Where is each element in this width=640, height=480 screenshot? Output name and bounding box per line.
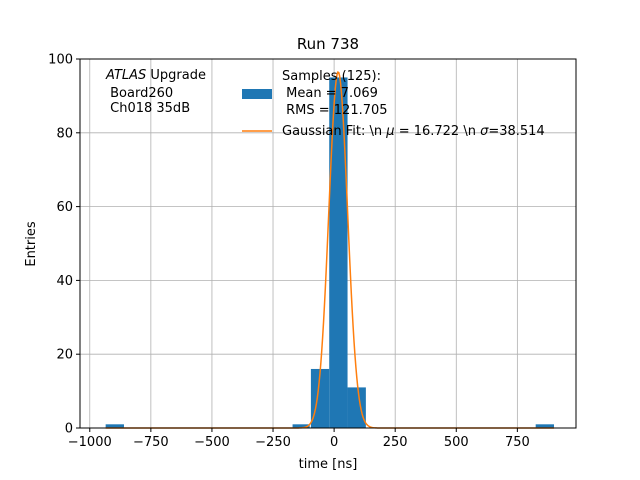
legend-samples-line-1: Samples (125):: [282, 69, 381, 84]
histogram-bars: [105, 77, 555, 428]
x-axis-ticks: −1000 −750 −500 −250 0 250 500 750: [68, 428, 530, 450]
x-tick-label-2: −500: [194, 435, 230, 450]
x-tick-label-6: 500: [444, 435, 469, 450]
histogram-bar-1: [292, 424, 310, 428]
annotation-atlas: ATLAS: [105, 68, 146, 83]
annotation-line-2: Board260: [106, 86, 173, 101]
x-tick-label-5: 250: [383, 435, 408, 450]
y-tick-label-1: 20: [56, 348, 73, 363]
y-tick-label-2: 40: [56, 274, 73, 289]
x-tick-label-1: −750: [133, 435, 169, 450]
histogram-bar-4: [347, 387, 366, 428]
legend-swatch-samples: [242, 89, 272, 99]
histogram-bar-5: [535, 424, 555, 428]
chart-title: Run 738: [297, 35, 359, 53]
legend-fit-label: Gaussian Fit: \n μ = 16.722 \n σ=38.514: [282, 124, 545, 139]
y-axis-ticks: 0 20 40 60 80 100: [48, 53, 80, 437]
x-axis-label: time [ns]: [299, 457, 358, 472]
histogram-bar-0: [105, 424, 124, 428]
y-tick-label-4: 80: [56, 126, 73, 141]
x-tick-label-0: −1000: [68, 435, 112, 450]
histogram-bar-2: [310, 368, 330, 428]
legend: Samples (125): Mean = 7.069 RMS = 121.70…: [242, 69, 545, 139]
y-tick-label-0: 0: [65, 422, 73, 437]
x-tick-label-4: 0: [330, 435, 338, 450]
y-tick-label-3: 60: [56, 200, 73, 215]
x-tick-label-7: 750: [505, 435, 530, 450]
legend-samples-line-3: RMS = 121.705: [282, 103, 388, 118]
x-tick-label-3: −250: [255, 435, 291, 450]
plot-frame: [79, 58, 577, 429]
annotation-upgrade: Upgrade: [146, 68, 206, 83]
y-axis-label: Entries: [24, 221, 39, 267]
legend-samples-line-2: Mean = 7.069: [282, 86, 378, 101]
atlas-annotation: ATLAS Upgrade Board260 Ch018 35dB: [105, 68, 206, 116]
annotation-line-3: Ch018 35dB: [106, 101, 190, 116]
annotation-line-1: ATLAS Upgrade: [105, 68, 206, 83]
histogram-bar-3: [329, 77, 348, 428]
y-tick-label-5: 100: [48, 53, 73, 68]
